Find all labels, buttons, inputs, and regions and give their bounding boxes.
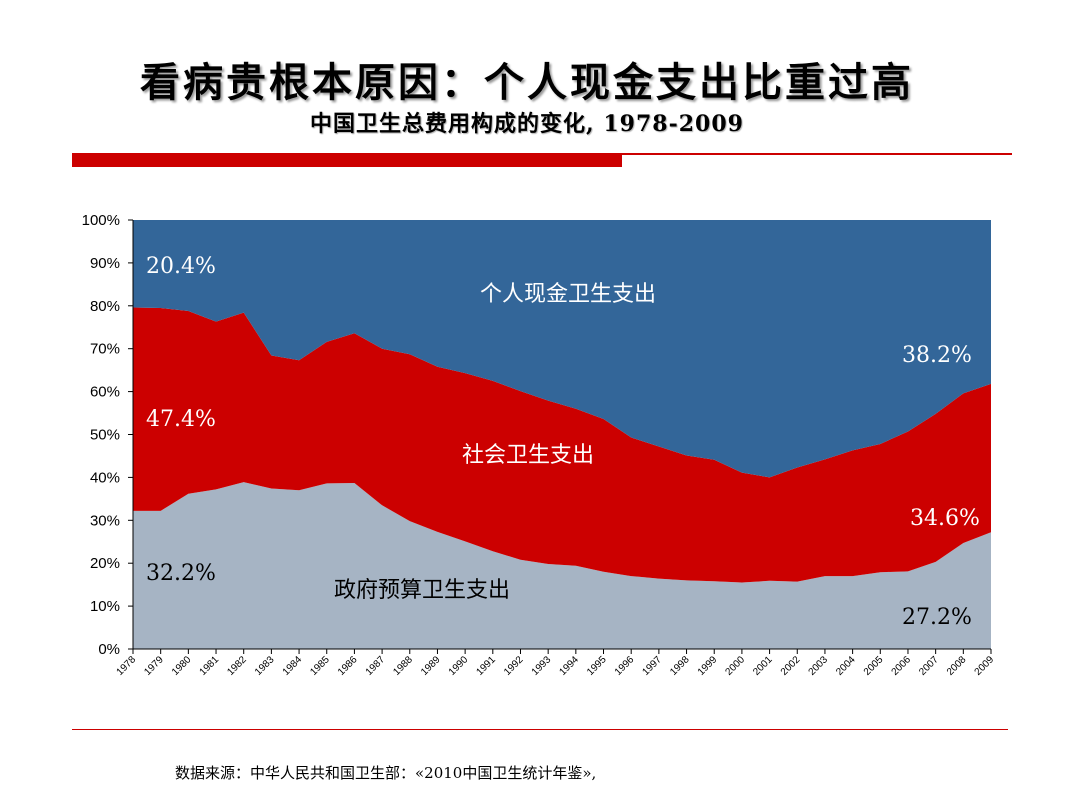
annotation-social-label: 社会卫生支出 [462,443,594,468]
x-tick-label: 2004 [834,654,858,678]
page-title: 看病贵根本原因：个人现金支出比重过高 [140,59,914,106]
data-source-note: 数据来源：中华人民共和国卫生部：«2010中国卫生统计年鉴», [175,764,597,782]
x-tick-label: 1987 [364,654,388,678]
annotation-gov-2009: 27.2% [902,605,972,630]
x-tick-label: 1998 [668,654,692,678]
x-tick-label: 1991 [474,654,498,678]
annotation-oop-1978: 20.4% [146,254,216,279]
x-tick-label: 1989 [419,654,443,678]
x-tick-label: 2007 [917,654,941,678]
y-tick-label: 20% [90,555,120,572]
y-tick-label: 50% [90,427,120,444]
y-tick-label: 60% [90,384,120,401]
x-tick-label: 1996 [613,654,637,678]
x-tick-label: 2001 [751,654,775,678]
x-tick-label: 1997 [640,654,664,678]
x-tick-label: 1980 [170,654,194,678]
x-tick-label: 1992 [502,654,526,678]
stacked-area-chart: 0%10%20%30%40%50%60%70%80%90%100%1978 197… [82,212,997,678]
y-tick-label: 100% [82,212,120,229]
annotation-oop-2009: 38.2% [902,343,972,368]
footer-divider [72,729,1008,730]
annotation-gov-1978: 32.2% [146,561,216,586]
y-tick-label: 10% [90,598,120,615]
area-series-2 [133,307,991,583]
x-tick-label: 1999 [696,654,720,678]
x-tick-label: 2002 [779,654,803,678]
y-tick-label: 30% [90,512,120,529]
x-tick-label: 1983 [253,654,277,678]
x-tick-label: 2006 [890,654,914,678]
x-tick-label: 2005 [862,654,886,678]
x-tick-label: 1979 [142,654,166,678]
annotation-gov-label: 政府预算卫生支出 [334,578,510,603]
title-divider-thin [622,153,1012,155]
x-tick-label: 1988 [391,654,415,678]
x-tick-label: 1984 [281,654,305,678]
y-tick-label: 80% [90,298,120,315]
y-tick-label: 90% [90,255,120,272]
annotation-social-2009: 34.6% [910,506,980,531]
chart-areas [133,220,991,649]
x-tick-label: 2009 [973,654,997,678]
x-tick-label: 1994 [557,654,581,678]
chart-annotations: 20.4% 38.2% 个人现金卫生支出 47.4% 34.6% 社会卫生支出 … [146,254,980,630]
x-tick-label: 2008 [945,654,969,678]
x-tick-label: 1986 [336,654,360,678]
x-tick-label: 1993 [530,654,554,678]
x-tick-label: 1981 [198,654,222,678]
y-tick-label: 40% [90,469,120,486]
y-tick-label: 70% [90,341,120,358]
y-tick-label: 0% [98,641,120,658]
x-tick-label: 1990 [447,654,471,678]
page-subtitle: 中国卫生总费用构成的变化, 1978-2009 [310,111,744,137]
area-series-3 [133,220,991,478]
annotation-social-1978: 47.4% [146,407,216,432]
x-tick-label: 1982 [225,654,249,678]
annotation-oop-label: 个人现金卫生支出 [480,282,656,307]
x-tick-label: 1995 [585,654,609,678]
area-series-1 [133,482,991,649]
title-divider-thick [72,153,622,167]
x-tick-label: 1985 [308,654,332,678]
x-tick-label: 2003 [807,654,831,678]
x-tick-label: 2000 [724,654,748,678]
